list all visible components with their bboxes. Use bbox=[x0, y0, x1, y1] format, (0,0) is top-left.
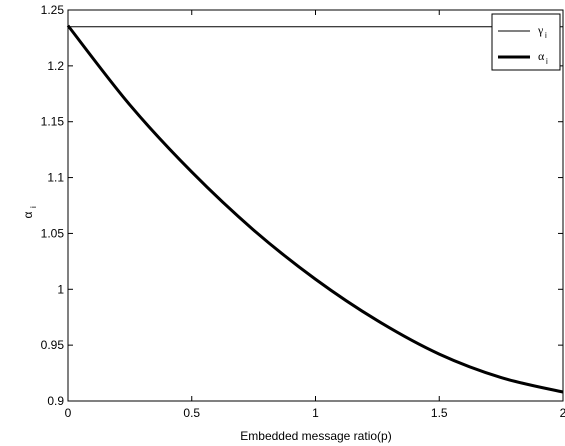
x-tick-label: 1.5 bbox=[431, 406, 448, 420]
legend: γ i α i bbox=[491, 13, 561, 71]
y-tick-label: 1.25 bbox=[41, 3, 65, 17]
y-tick-label: 1 bbox=[57, 282, 64, 296]
x-tick-label: 2 bbox=[560, 406, 565, 420]
y-axis-label-main: α bbox=[21, 211, 35, 218]
series-line-alpha bbox=[66, 24, 564, 394]
x-tick-label: 1 bbox=[312, 406, 319, 420]
y-tick-label: 1.15 bbox=[41, 115, 65, 129]
legend-label-gamma: γ bbox=[537, 23, 544, 37]
y-tick-label: 0.95 bbox=[41, 338, 65, 352]
x-tick-label: 0 bbox=[65, 406, 72, 420]
series-layer bbox=[66, 24, 564, 394]
x-tick-label: 0.5 bbox=[183, 406, 200, 420]
legend-box bbox=[491, 13, 561, 71]
y-tick-label: 1.05 bbox=[41, 226, 65, 240]
y-tick-label: 1.1 bbox=[47, 171, 64, 185]
y-tick-label: 0.9 bbox=[47, 394, 64, 408]
y-tick-label: 1.2 bbox=[47, 59, 64, 73]
legend-label-alpha-sub: i bbox=[546, 57, 548, 66]
ticks-layer: 0 0.5 1 1.5 2 0.9 0.95 1 1.05 1.1 1.15 1.2 1.25 bbox=[41, 3, 565, 420]
legend-label-gamma-sub: i bbox=[545, 31, 547, 40]
x-axis-label: Embedded message ratio(p) bbox=[240, 429, 391, 443]
legend-label-alpha: α bbox=[538, 49, 545, 63]
y-axis-label: α i bbox=[21, 206, 38, 218]
y-axis-label-sub: i bbox=[29, 206, 38, 208]
